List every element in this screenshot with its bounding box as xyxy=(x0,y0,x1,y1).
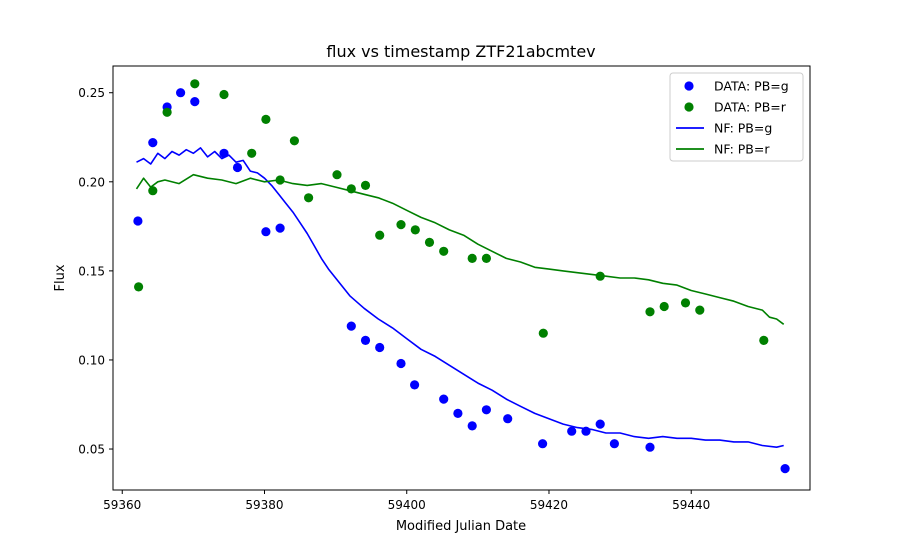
legend-label: DATA: PB=g xyxy=(714,79,789,94)
data-point-data-r xyxy=(467,253,477,263)
data-point-data-r xyxy=(148,186,158,196)
data-point-data-g xyxy=(261,227,271,237)
data-point-data-r xyxy=(346,184,356,194)
data-point-data-g xyxy=(581,426,591,436)
legend-label: NF: PB=g xyxy=(714,121,772,136)
y-tick-label: 0.25 xyxy=(78,86,105,100)
data-point-data-r xyxy=(759,335,769,345)
data-point-data-g xyxy=(595,419,605,429)
data-point-data-r xyxy=(190,79,200,89)
data-point-data-r xyxy=(134,282,144,292)
data-point-data-g xyxy=(538,439,548,449)
y-tick-label: 0.20 xyxy=(78,175,105,189)
lines-layer xyxy=(135,147,785,449)
data-point-data-r xyxy=(261,114,271,124)
data-point-data-r xyxy=(289,136,299,146)
data-point-data-g xyxy=(360,335,371,345)
data-point-data-r xyxy=(247,148,257,158)
data-point-data-g xyxy=(645,442,655,452)
data-point-data-r xyxy=(439,246,449,256)
data-point-data-r xyxy=(595,271,605,281)
data-point-data-g xyxy=(567,426,577,436)
data-point-data-r xyxy=(275,175,285,185)
data-point-data-r xyxy=(659,301,669,312)
data-point-data-g xyxy=(219,148,229,158)
data-point-data-g xyxy=(148,138,158,148)
chart-title: flux vs timestamp ZTF21abcmtev xyxy=(326,42,595,61)
data-point-data-g xyxy=(481,405,491,415)
data-point-data-g xyxy=(439,394,449,404)
x-tick-label: 59360 xyxy=(103,498,141,512)
y-tick-label: 0.15 xyxy=(78,264,105,278)
data-point-data-g xyxy=(410,380,420,390)
data-point-data-r xyxy=(375,230,385,240)
series-line-nf-g xyxy=(136,147,784,449)
data-point-data-r xyxy=(645,307,655,317)
x-axis-ticks: 59360 59380 59400 59420 59440 xyxy=(103,490,710,512)
legend-marker xyxy=(684,102,694,112)
data-point-data-r xyxy=(360,180,371,190)
data-point-data-g xyxy=(232,162,243,173)
data-point-data-r xyxy=(162,107,172,117)
data-point-data-r xyxy=(695,305,705,315)
plot-frame xyxy=(112,65,811,491)
x-tick-label: 59420 xyxy=(530,498,568,512)
y-axis-ticks: 0.05 0.10 0.15 0.20 0.25 xyxy=(78,86,113,457)
points-layer xyxy=(133,79,790,474)
data-point-data-g xyxy=(609,439,620,449)
data-point-data-r xyxy=(410,225,420,235)
legend-item: DATA: PB=r xyxy=(684,100,787,115)
y-tick-label: 0.05 xyxy=(78,443,105,457)
legend-label: DATA: PB=r xyxy=(714,100,787,115)
legend-item: NF: PB=r xyxy=(676,142,770,157)
x-tick-label: 59380 xyxy=(245,498,283,512)
data-point-data-g xyxy=(453,408,463,418)
data-point-data-g xyxy=(346,321,356,331)
data-point-data-g xyxy=(190,97,200,107)
data-point-data-r xyxy=(481,253,491,263)
x-tick-label: 59440 xyxy=(672,498,710,512)
y-tick-label: 0.10 xyxy=(78,353,105,367)
data-point-data-g xyxy=(396,358,406,369)
legend-marker xyxy=(684,81,694,91)
data-point-data-g xyxy=(467,421,477,431)
legend-item: NF: PB=g xyxy=(676,121,772,136)
legend-box xyxy=(669,72,804,162)
legend-label: NF: PB=r xyxy=(714,142,770,157)
x-tick-label: 59400 xyxy=(388,498,426,512)
data-point-data-r xyxy=(219,89,229,100)
data-point-data-r xyxy=(304,193,314,203)
legend: DATA: PB=g DATA: PB=r NF: PB=g NF: PB=r xyxy=(669,72,804,162)
data-point-data-g xyxy=(133,216,143,226)
data-point-data-g xyxy=(503,414,513,424)
data-point-data-g xyxy=(780,464,790,474)
x-axis-label: Modified Julian Date xyxy=(396,519,526,534)
data-point-data-r xyxy=(396,220,406,230)
data-point-data-r xyxy=(538,328,548,338)
y-axis-label: Flux xyxy=(53,264,68,291)
data-point-data-g xyxy=(375,342,385,353)
data-point-data-g xyxy=(176,88,186,98)
data-point-data-r xyxy=(680,298,691,308)
data-point-data-g xyxy=(275,223,285,233)
legend-item: DATA: PB=g xyxy=(684,79,789,94)
data-point-data-r xyxy=(424,237,435,247)
data-point-data-r xyxy=(332,170,342,180)
series-line-nf-r xyxy=(135,173,785,325)
